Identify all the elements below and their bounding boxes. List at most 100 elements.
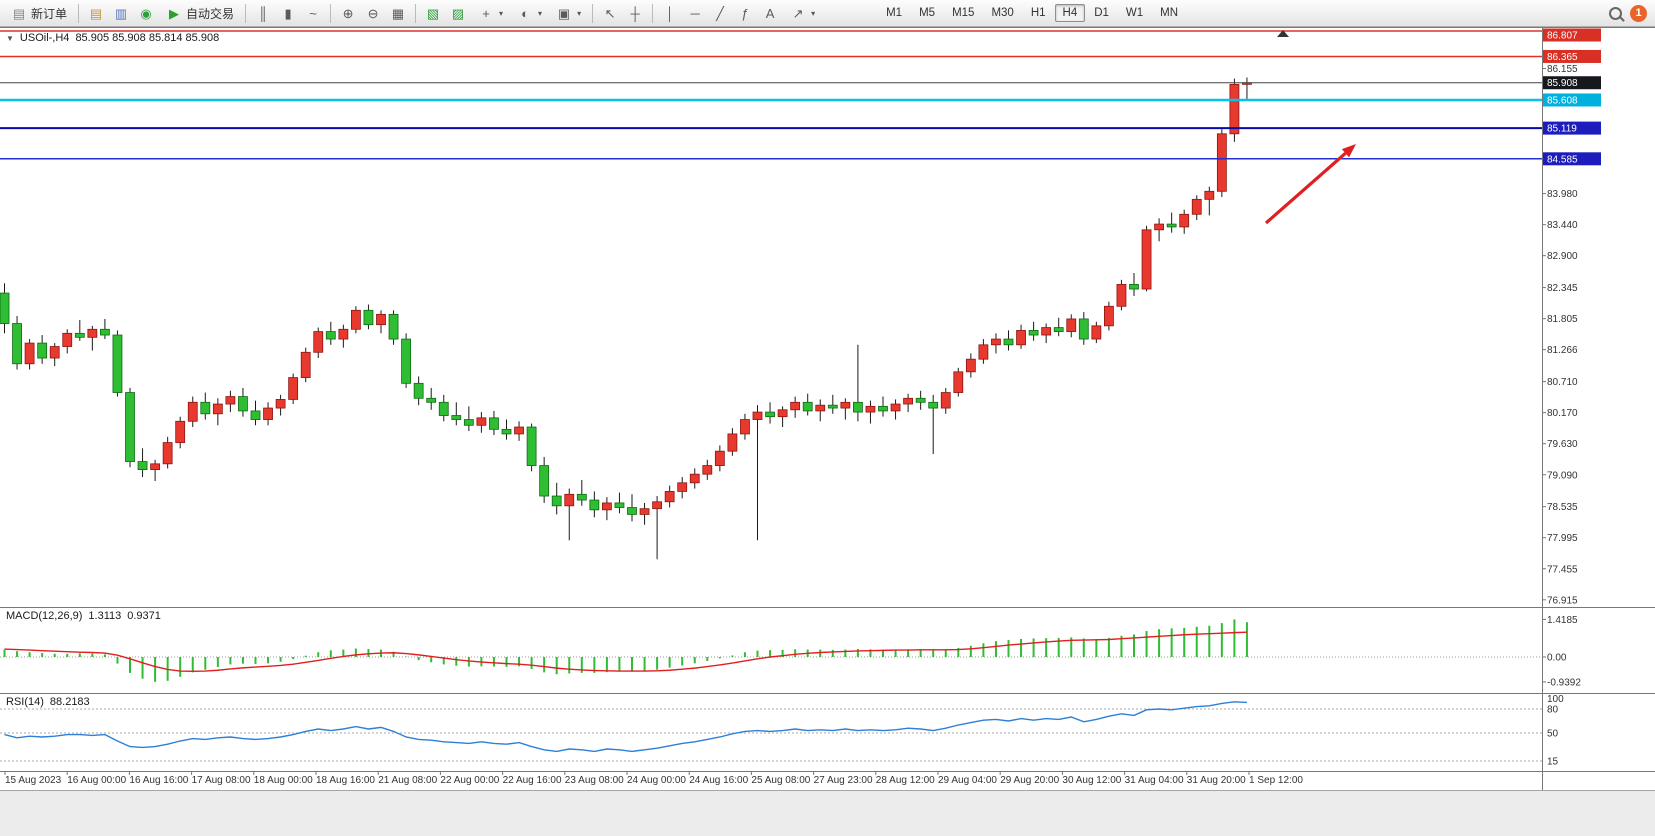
- price-badge-label: 85.119: [1547, 124, 1577, 135]
- vertical-line-icon[interactable]: │: [666, 5, 675, 21]
- timeframe-mn-button[interactable]: MN: [1160, 7, 1179, 19]
- chart-canvas[interactable]: 86.69586.15583.98083.44082.90082.34581.8…: [0, 0, 1655, 790]
- candle-bull: [790, 401, 801, 411]
- candle-bull: [953, 371, 964, 393]
- candle-bull: [187, 401, 198, 422]
- price-badge-label: 85.908: [1547, 78, 1578, 89]
- zoom-out-icon[interactable]: ⊖: [367, 5, 379, 21]
- timeframe-h1-button[interactable]: H1: [1030, 7, 1046, 19]
- search-icon[interactable]: [1609, 6, 1622, 20]
- market-watch-icon[interactable]: ▤: [89, 5, 103, 21]
- candle-bull: [300, 351, 311, 378]
- chart-shift-marker[interactable]: [1277, 30, 1289, 37]
- timeframe-w1-button[interactable]: W1: [1125, 7, 1144, 19]
- candle-bear: [0, 292, 10, 324]
- candle-bear: [802, 401, 813, 412]
- timeframe-m15-button[interactable]: M15: [952, 7, 975, 19]
- candle-bear: [37, 342, 48, 359]
- text-tool-icon[interactable]: A: [765, 5, 775, 21]
- candle-bear: [137, 461, 148, 470]
- timeframe-m5-button[interactable]: M5: [919, 7, 936, 19]
- candle-bull: [639, 508, 650, 515]
- timeframe-d1-button[interactable]: D1: [1094, 7, 1109, 19]
- new-order-button[interactable]: ▤ 新订单: [4, 1, 73, 25]
- candle-bull: [940, 392, 951, 409]
- fibonacci-icon[interactable]: ƒ: [741, 5, 749, 21]
- candle-bull: [1229, 83, 1240, 135]
- horizontal-line-icon[interactable]: ─: [690, 5, 700, 21]
- auto-trading-button[interactable]: ▶ 自动交易: [159, 1, 240, 25]
- price-axis-label: 79.090: [1547, 470, 1578, 481]
- annotation-arrow-head[interactable]: [1341, 144, 1356, 158]
- candle-bear: [12, 323, 22, 365]
- trendline-icon[interactable]: ╱: [716, 5, 724, 21]
- date-axis-label: 29 Aug 20:00: [1000, 775, 1059, 786]
- date-axis-label: 25 Aug 08:00: [751, 775, 810, 786]
- candle-bull: [602, 502, 612, 511]
- line-chart-icon[interactable]: ~: [309, 5, 317, 21]
- new-chart-dropdown[interactable]: + ▾: [471, 1, 509, 25]
- price-axis-label: 79.630: [1547, 439, 1578, 450]
- bar-chart-icon[interactable]: ║: [258, 5, 268, 21]
- annotation-arrow-line[interactable]: [1264, 152, 1347, 225]
- arrow-tool-icon: ↗: [792, 5, 804, 21]
- templates-dropdown[interactable]: ▣ ▾: [549, 1, 587, 25]
- chevron-down-icon: ▾: [499, 8, 504, 18]
- candle-bull: [965, 358, 976, 373]
- candle-bull: [689, 473, 700, 484]
- cursor-icon[interactable]: ↖: [604, 5, 616, 21]
- candle-bull: [62, 332, 73, 347]
- cascade-windows-icon[interactable]: ▨: [451, 5, 465, 21]
- candle-bear: [363, 309, 374, 326]
- date-axis-label: 22 Aug 00:00: [440, 775, 499, 786]
- profiles-icon: ◐: [521, 5, 529, 21]
- price-axis-label: 78.535: [1547, 502, 1578, 513]
- templates-icon: ▣: [557, 5, 571, 21]
- candle-bull: [150, 463, 161, 470]
- auto-trading-icon: ▶: [169, 5, 180, 21]
- timeframe-m1-button[interactable]: M1: [886, 7, 903, 19]
- price-axis-label: 80.710: [1547, 377, 1578, 388]
- timeframe-h4-button[interactable]: H4: [1054, 4, 1086, 22]
- date-axis-label: 18 Aug 16:00: [316, 775, 375, 786]
- arrows-dropdown[interactable]: ↗ ▾: [783, 1, 821, 25]
- zoom-in-icon[interactable]: ⊕: [342, 5, 354, 21]
- candle-bear: [539, 465, 550, 497]
- macd-axis-label: -0.9392: [1547, 677, 1581, 688]
- rsi-axis-label: 100: [1547, 694, 1564, 705]
- toolbar-separator: [330, 3, 332, 23]
- date-axis-label: 31 Aug 04:00: [1125, 775, 1184, 786]
- candle-bull: [652, 501, 662, 510]
- date-axis-label: 18 Aug 00:00: [254, 775, 313, 786]
- price-badge: [1543, 93, 1601, 107]
- date-axis-label: 15 Aug 2023: [5, 775, 62, 786]
- candle-bull: [702, 465, 713, 475]
- candle-bull: [1204, 190, 1215, 200]
- profiles-dropdown[interactable]: ◐ ▾: [510, 1, 548, 25]
- candle-bear: [1028, 330, 1039, 336]
- new-order-label: 新订单: [31, 6, 68, 21]
- navigator-icon[interactable]: ◉: [140, 5, 152, 21]
- data-window-icon[interactable]: ▥: [114, 5, 128, 21]
- candle-bear: [438, 401, 449, 416]
- candle-bear: [853, 401, 863, 413]
- arrange-windows-icon[interactable]: ▧: [426, 5, 440, 21]
- price-axis-label: 81.805: [1547, 314, 1578, 325]
- crosshair-icon[interactable]: ┼: [630, 5, 640, 21]
- collapse-icon[interactable]: ▼: [6, 33, 14, 43]
- date-axis-label: 24 Aug 16:00: [689, 775, 748, 786]
- candle-bull: [740, 419, 750, 435]
- candle-bear: [627, 507, 637, 515]
- timeframe-m30-button[interactable]: M30: [991, 7, 1014, 19]
- candle-bull: [87, 328, 98, 338]
- price-axis-label: 82.900: [1547, 251, 1578, 262]
- notification-badge[interactable]: 1: [1630, 4, 1647, 22]
- price-axis-label: 86.155: [1547, 64, 1578, 75]
- candlestick-chart-icon[interactable]: ▮: [284, 5, 292, 21]
- candle-bull: [350, 309, 361, 330]
- tile-windows-icon[interactable]: ▦: [391, 5, 405, 21]
- chevron-down-icon: ▾: [538, 8, 543, 18]
- price-axis-label: 83.440: [1547, 220, 1578, 231]
- candle-bull: [978, 344, 989, 360]
- bottom-strip: [0, 790, 1655, 836]
